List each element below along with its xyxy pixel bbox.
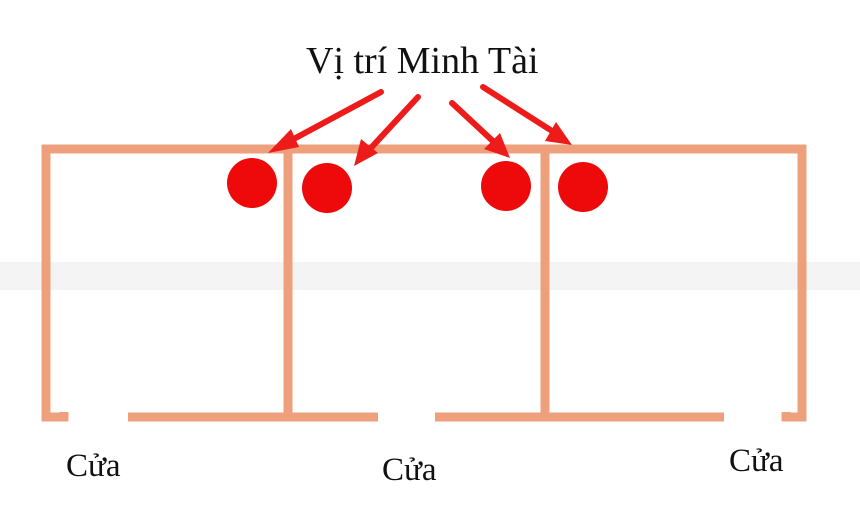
watermark-band: [0, 262, 860, 290]
arrow-4-head: [545, 122, 572, 145]
marker-4: [558, 162, 608, 212]
door-label-left: Cửa: [66, 448, 121, 484]
door-label-middle: Cửa: [382, 452, 437, 488]
title-label: Vị trí Minh Tài: [306, 40, 539, 82]
arrow-1-head: [268, 129, 299, 153]
arrows: [268, 84, 572, 166]
markers: [227, 158, 608, 213]
walls: [41, 144, 807, 422]
arrow-3-head: [484, 133, 510, 158]
marker-1: [227, 158, 277, 208]
marker-2: [302, 163, 352, 213]
arrow-2-head: [354, 139, 378, 166]
arrow-4-shaft: [480, 84, 555, 134]
door-label-right: Cửa: [729, 443, 784, 479]
marker-3: [481, 161, 531, 211]
arrow-2-shaft: [366, 94, 421, 153]
arrow-3-shaft: [449, 100, 498, 146]
arrow-1-shaft: [287, 89, 384, 144]
